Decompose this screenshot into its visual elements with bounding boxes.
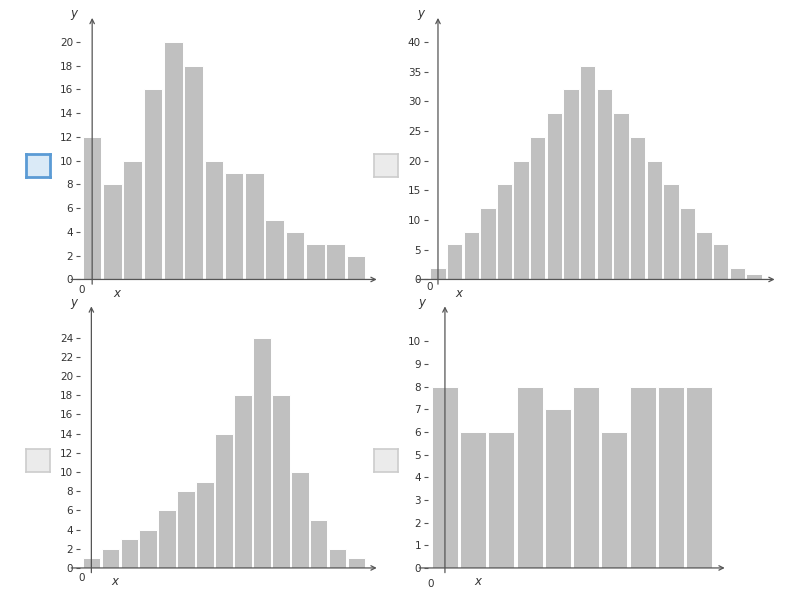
Bar (680, 208, 695, 279)
Bar (746, 273, 762, 279)
Bar (432, 386, 458, 568)
Bar (245, 172, 264, 279)
Bar (123, 160, 142, 279)
Text: x: x (111, 575, 118, 588)
Bar (346, 255, 365, 279)
Text: x: x (474, 575, 482, 588)
Text: y: y (418, 7, 425, 20)
Bar (614, 113, 629, 279)
Bar (480, 208, 495, 279)
Bar (178, 491, 195, 568)
Bar (602, 432, 627, 568)
Bar (545, 409, 571, 568)
Bar (103, 185, 122, 279)
Bar (158, 510, 176, 568)
Bar (646, 160, 662, 279)
Text: y: y (70, 296, 77, 308)
Bar (348, 558, 366, 568)
Bar (514, 160, 529, 279)
Bar (329, 549, 346, 568)
Bar (326, 244, 345, 279)
Bar (144, 90, 162, 279)
Bar (597, 90, 612, 279)
Bar (580, 66, 595, 279)
Bar (234, 395, 252, 568)
Bar (447, 244, 462, 279)
Bar (82, 558, 100, 568)
Bar (253, 338, 270, 568)
Text: 0: 0 (426, 282, 433, 293)
Bar (713, 244, 729, 279)
Text: 0: 0 (78, 285, 86, 296)
Text: x: x (455, 287, 462, 300)
Bar (463, 232, 479, 279)
Bar (310, 520, 327, 568)
Bar (139, 529, 157, 568)
Bar (630, 386, 655, 568)
Bar (430, 267, 446, 279)
Bar (205, 160, 223, 279)
Bar (272, 395, 290, 568)
Bar (530, 137, 546, 279)
Bar (215, 434, 233, 568)
Text: x: x (114, 287, 121, 300)
Bar (184, 66, 203, 279)
Bar (497, 185, 512, 279)
Bar (686, 386, 712, 568)
Bar (697, 232, 712, 279)
Bar (630, 137, 646, 279)
Bar (658, 386, 684, 568)
Text: y: y (70, 7, 77, 20)
Bar (730, 267, 745, 279)
Bar (460, 432, 486, 568)
Bar (196, 481, 214, 568)
Text: 0: 0 (427, 579, 434, 590)
Bar (573, 386, 599, 568)
Bar (121, 539, 138, 568)
Bar (306, 244, 325, 279)
Bar (517, 386, 542, 568)
Bar (225, 172, 243, 279)
Bar (266, 220, 284, 279)
Bar (83, 137, 102, 279)
Bar (546, 113, 562, 279)
Text: y: y (418, 296, 425, 308)
Bar (164, 42, 182, 279)
Bar (663, 185, 678, 279)
Text: 0: 0 (78, 573, 85, 583)
Bar (489, 432, 514, 568)
Bar (563, 90, 578, 279)
Bar (286, 232, 304, 279)
Bar (102, 549, 119, 568)
Bar (291, 472, 309, 568)
